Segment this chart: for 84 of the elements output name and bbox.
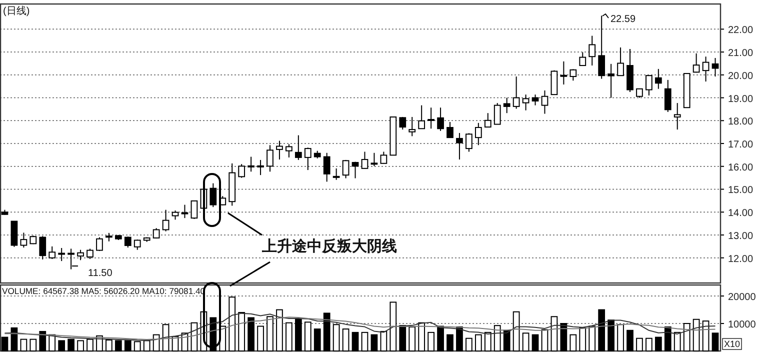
line-series [4, 312, 716, 342]
bar [560, 323, 568, 352]
y-tick-label: 12.00 [728, 254, 754, 265]
y-tick-label: 13.00 [728, 230, 754, 242]
bar [579, 327, 586, 352]
bar [484, 332, 492, 352]
bar [124, 340, 132, 352]
bar [474, 334, 482, 352]
bar [654, 336, 662, 352]
bar [428, 332, 434, 352]
y-tick-label: 17.00 [728, 140, 754, 150]
bar [646, 338, 652, 352]
bar [446, 334, 454, 352]
bar [39, 330, 46, 352]
bar [674, 332, 681, 352]
bar [683, 323, 690, 352]
bar [626, 330, 634, 352]
bar [598, 309, 606, 352]
bar [503, 330, 510, 352]
bar [68, 338, 74, 352]
bar [380, 330, 388, 352]
annotation: 11.50 [88, 268, 113, 279]
bar [143, 340, 150, 352]
y-tick-label: 22.00 [728, 25, 754, 36]
bar [370, 334, 378, 352]
bar [257, 326, 264, 352]
y-tick-label: 10000 [728, 320, 756, 330]
annotation: 22.59 [610, 14, 636, 25]
bar [314, 328, 321, 352]
bar [418, 322, 426, 352]
bar [399, 325, 406, 352]
bar [332, 324, 340, 352]
bar [352, 332, 359, 352]
bar [238, 312, 246, 352]
bar [512, 311, 520, 352]
bar [532, 334, 539, 352]
bar [692, 318, 700, 352]
bar [286, 322, 292, 352]
bar [58, 340, 66, 352]
bar [522, 332, 530, 352]
bar [210, 317, 217, 352]
bar [456, 326, 463, 352]
y-tick-label: 18.00 [728, 116, 754, 128]
annotation: 上升途中反叛大阴线 [261, 238, 397, 255]
bar [266, 316, 274, 352]
bar [20, 338, 28, 352]
bar [494, 325, 501, 352]
y-tick-label: 15.00 [728, 185, 754, 196]
bar [1, 336, 8, 352]
bar [437, 326, 444, 352]
bar [152, 334, 160, 352]
bar [466, 338, 472, 352]
bar [248, 317, 254, 352]
y-tick-label: 21.00 [728, 48, 754, 60]
bar [408, 326, 416, 352]
y-tick-label: 20000 [728, 292, 756, 303]
bar [570, 334, 577, 352]
bar [588, 326, 596, 352]
bar [550, 316, 558, 352]
y-tick-label: 20.00 [728, 70, 754, 82]
bar [294, 318, 302, 352]
y-tick-label: 19.00 [728, 94, 754, 105]
bar [342, 328, 350, 352]
bar [617, 324, 624, 352]
bar [77, 340, 84, 352]
bar [30, 338, 37, 352]
bar [608, 320, 614, 352]
bar [304, 322, 312, 352]
line-series [4, 316, 716, 340]
bar [86, 338, 94, 352]
bar [134, 341, 141, 352]
bar [106, 340, 112, 352]
bar [323, 312, 330, 352]
y-tick-label: 14.00 [728, 208, 754, 220]
bar [636, 338, 643, 352]
bar [390, 302, 397, 352]
y-tick-label: 16.00 [728, 162, 754, 174]
chart-title: (日线) [3, 5, 30, 17]
bar [114, 340, 122, 352]
bar [541, 329, 548, 352]
bar [361, 332, 368, 352]
bar [712, 332, 719, 352]
bar [276, 309, 283, 352]
bar [228, 296, 236, 352]
